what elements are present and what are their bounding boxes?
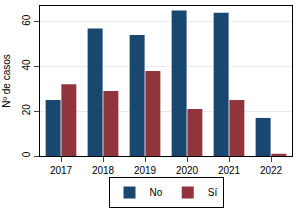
svg-text:2021: 2021 bbox=[218, 165, 241, 176]
svg-text:No: No bbox=[150, 187, 163, 198]
svg-text:2018: 2018 bbox=[92, 165, 115, 176]
svg-text:2020: 2020 bbox=[176, 165, 199, 176]
svg-text:40: 40 bbox=[21, 59, 32, 71]
svg-text:0: 0 bbox=[21, 151, 32, 157]
svg-text:2017: 2017 bbox=[50, 165, 73, 176]
svg-text:Nº de casos: Nº de casos bbox=[1, 54, 12, 108]
svg-text:Sí: Sí bbox=[208, 187, 218, 198]
svg-text:2019: 2019 bbox=[134, 165, 157, 176]
svg-text:2022: 2022 bbox=[260, 165, 283, 176]
svg-text:60: 60 bbox=[21, 14, 32, 26]
svg-text:20: 20 bbox=[21, 104, 32, 116]
